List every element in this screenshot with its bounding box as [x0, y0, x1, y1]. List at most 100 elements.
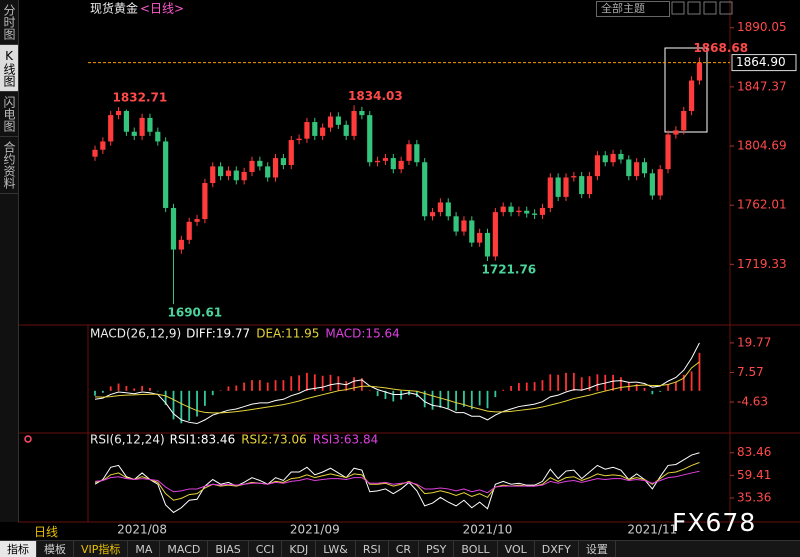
toolbar-icon[interactable]	[703, 1, 717, 15]
macd-bar	[565, 372, 567, 391]
panel-icon[interactable]	[24, 435, 32, 443]
toolbar-item[interactable]: 模板	[37, 541, 74, 557]
legend-entry: DEA:11.95	[256, 327, 319, 341]
candle-body	[429, 212, 436, 217]
candle-body	[123, 110, 129, 132]
toolbar-item[interactable]: VOL	[498, 541, 535, 557]
toolbar-item[interactable]: 设置	[579, 541, 616, 557]
toolbar-item[interactable]: DXFY	[535, 541, 579, 557]
macd-bar	[321, 375, 324, 391]
macd-bar	[651, 390, 654, 395]
candle-body	[139, 117, 145, 136]
macd-bar	[125, 385, 128, 391]
candle-body	[225, 170, 232, 177]
toolbar-icon[interactable]	[671, 1, 685, 15]
macd-bar	[243, 382, 246, 391]
candle-body	[524, 210, 530, 214]
candle-body	[335, 116, 341, 125]
last-price-box	[731, 54, 797, 72]
macd-bar	[368, 390, 371, 391]
macd-bar	[211, 390, 214, 396]
candle-body	[516, 210, 522, 213]
toolbar-item[interactable]: KDJ	[282, 541, 317, 557]
side-tab[interactable]: 闪电图	[0, 92, 18, 137]
y-tick-label: 1890.05	[737, 20, 787, 34]
candle-body	[665, 134, 671, 170]
candle-body	[532, 213, 538, 215]
side-tabs: 分时图 K线图 闪电图 合约资料	[0, 0, 19, 522]
side-tab[interactable]: K线图	[0, 45, 18, 92]
candle-body	[657, 169, 663, 196]
macd-bar	[133, 388, 136, 391]
toolbar-item[interactable]: PSY	[419, 541, 455, 557]
macd-bar	[204, 390, 206, 406]
candle-body	[257, 160, 263, 167]
watermark: FX678	[672, 508, 757, 537]
candle-body	[484, 232, 491, 257]
candle-body	[689, 80, 695, 111]
candle-body	[626, 159, 632, 177]
theme-select[interactable]: 全部主题	[596, 1, 670, 17]
macd-bar	[439, 390, 442, 408]
y-tick-label: 1719.33	[737, 257, 787, 271]
candle-body	[108, 115, 114, 142]
legend-title: MACD(26,12,9)	[90, 327, 181, 341]
x-tick-label: 2021/11	[627, 523, 677, 537]
candle-body	[382, 158, 389, 161]
side-tab[interactable]: 分时图	[0, 0, 18, 45]
toolbar-item[interactable]: MA	[128, 541, 161, 557]
candle-body	[641, 162, 648, 174]
toolbar-item[interactable]: BIAS	[208, 541, 249, 557]
toolbar-item[interactable]: RSI	[356, 541, 389, 557]
candle-body	[634, 162, 640, 177]
toolbar-item[interactable]: BOLL	[454, 541, 498, 557]
background	[0, 0, 800, 540]
series-line	[94, 361, 700, 414]
candle-body	[406, 144, 412, 161]
candle-body	[155, 131, 161, 142]
y-tick-label: -4.63	[737, 395, 768, 409]
candle-body	[681, 110, 687, 131]
macd-bar	[643, 387, 646, 391]
candle-body	[469, 220, 475, 243]
y-tick-label: 1804.69	[737, 139, 787, 153]
macd-bar	[274, 380, 277, 391]
legend-entry: RSI1:83.46	[170, 433, 236, 447]
candle-body	[304, 122, 310, 139]
candle-body	[579, 176, 585, 195]
toolbar-item[interactable]: VIP指标	[74, 541, 129, 557]
toolbar-item[interactable]: CR	[389, 541, 420, 557]
candle-body	[202, 183, 208, 220]
candle-body	[210, 166, 216, 184]
candle-body	[414, 144, 420, 163]
toolbar-item[interactable]: LW&	[316, 541, 356, 557]
macd-bar	[156, 390, 159, 392]
macd-bar	[447, 390, 450, 409]
toolbar-item[interactable]: 指标	[0, 541, 37, 557]
toolbar-item[interactable]: CCI	[249, 541, 283, 557]
toolbar-icon[interactable]	[719, 1, 733, 15]
macd-bar	[541, 380, 544, 391]
toolbar-icon[interactable]	[687, 1, 701, 15]
macd-bar	[266, 382, 269, 391]
candle-body	[547, 177, 553, 208]
legend-entry: MACD:15.64	[325, 327, 399, 341]
macd-bar	[675, 381, 677, 391]
candle-body	[351, 110, 357, 136]
macd-bar	[117, 383, 120, 391]
price-annotation: 1868.68	[693, 41, 748, 55]
macd-bar	[392, 390, 395, 402]
macd-bar	[149, 387, 151, 391]
candle-body	[163, 141, 169, 208]
chart: 现货黄金 <日线> 1719.33 1762.01 1804.69 1847.37 18…	[0, 0, 800, 540]
candle-body	[437, 202, 443, 213]
toolbar-item[interactable]: MACD	[160, 541, 209, 557]
candle-body	[265, 166, 271, 178]
highlight-box	[664, 47, 708, 133]
candle-body	[296, 138, 302, 141]
macd-bar	[400, 390, 403, 400]
y-tick-label: 1762.01	[737, 198, 787, 212]
macd-bar	[188, 390, 191, 421]
y-tick-label: 1847.37	[737, 79, 787, 93]
side-tab[interactable]: 合约资料	[0, 137, 18, 194]
